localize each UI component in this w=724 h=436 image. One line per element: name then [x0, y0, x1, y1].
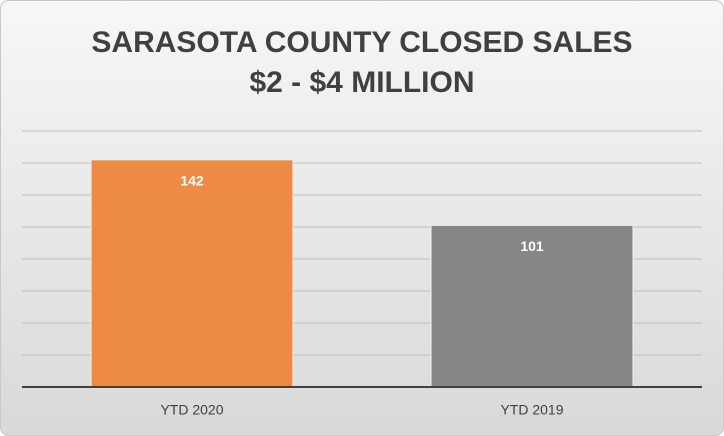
- x-tick-label: YTD 2019: [500, 402, 563, 418]
- chart-subtitle: $2 - $4 MILLION: [249, 66, 474, 99]
- chart-title: SARASOTA COUNTY CLOSED SALES: [91, 26, 632, 59]
- data-label: 101: [520, 238, 544, 254]
- bar: [430, 224, 634, 388]
- data-label: 142: [180, 173, 204, 189]
- bar: [90, 159, 294, 388]
- x-tick-label: YTD 2020: [160, 402, 223, 418]
